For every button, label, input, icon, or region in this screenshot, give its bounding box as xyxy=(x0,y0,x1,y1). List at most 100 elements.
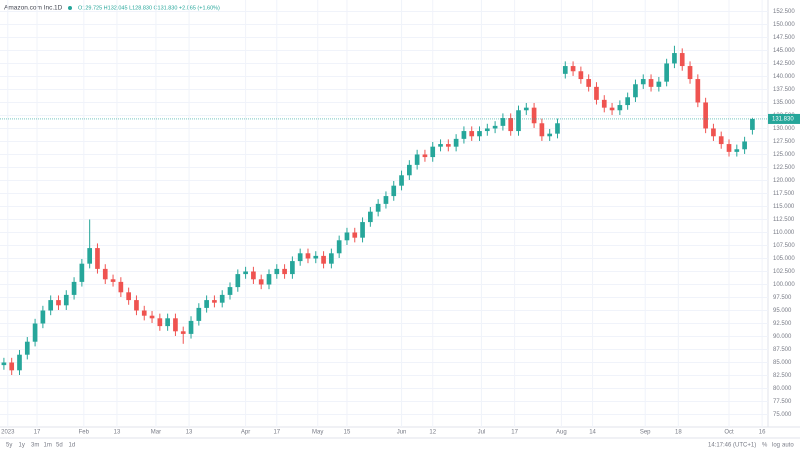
candle-body xyxy=(165,318,170,327)
candle-body xyxy=(110,279,116,282)
y-tick-label: 130.000 xyxy=(773,126,795,132)
status-dot xyxy=(68,6,72,10)
candle-body xyxy=(282,268,287,275)
candle-body xyxy=(508,118,514,132)
candle-body xyxy=(251,271,256,280)
candle-body xyxy=(196,307,202,321)
candle-body xyxy=(95,248,100,269)
candle-body xyxy=(391,185,397,197)
candle-body xyxy=(500,118,506,126)
y-tick-label: 135.000 xyxy=(773,100,795,106)
candle-body xyxy=(180,331,186,334)
candle-body xyxy=(484,128,490,132)
candle-body xyxy=(274,268,280,275)
range-button[interactable]: 5y xyxy=(6,443,12,449)
y-tick-label: 145.000 xyxy=(773,48,795,54)
candle-body xyxy=(414,154,420,165)
candle-body xyxy=(438,144,443,147)
candle-body xyxy=(617,105,623,111)
candle-body xyxy=(586,79,592,87)
candle-body xyxy=(352,232,358,238)
range-button[interactable]: 1m xyxy=(44,443,52,449)
x-tick-label: Jun xyxy=(397,430,407,436)
scale-option[interactable]: % xyxy=(762,443,768,449)
candle-body xyxy=(313,255,319,259)
y-tick-label: 137.500 xyxy=(773,87,795,93)
candle-body xyxy=(711,128,716,137)
x-tick-label: 17 xyxy=(511,430,518,436)
range-button[interactable]: 1y xyxy=(19,443,25,449)
candle-body xyxy=(157,318,163,327)
candle-body xyxy=(297,253,303,262)
x-tick-label: 14 xyxy=(589,430,596,436)
x-tick-label: 16 xyxy=(759,430,766,436)
x-tick-label: 13 xyxy=(114,430,121,436)
clock: 14:17:46 (UTC+1) xyxy=(708,443,756,449)
x-tick-label: May xyxy=(312,430,323,436)
x-tick-label: Apr xyxy=(241,430,250,436)
candle-body xyxy=(594,86,599,100)
y-tick-label: 127.500 xyxy=(773,139,795,145)
candle-body xyxy=(63,294,69,306)
candle-body xyxy=(531,107,537,124)
y-tick-label: 140.000 xyxy=(773,74,795,80)
candle-body xyxy=(56,300,61,306)
candle-body xyxy=(258,279,264,285)
y-tick-label: 100.000 xyxy=(773,282,795,288)
range-button[interactable]: 3m xyxy=(31,443,39,449)
x-tick-label: 2023 xyxy=(1,430,15,436)
x-tick-label: 13 xyxy=(186,430,193,436)
candle-body xyxy=(562,66,568,74)
candle-body xyxy=(453,138,459,147)
y-tick-label: 77.500 xyxy=(773,399,792,405)
y-tick-label: 75.000 xyxy=(773,412,792,418)
x-tick-label: Jul xyxy=(478,430,486,436)
candle-body xyxy=(477,131,482,137)
y-tick-label: 97.500 xyxy=(773,295,792,301)
candle-body xyxy=(219,294,225,303)
candle-body xyxy=(578,71,584,80)
last-price-badge xyxy=(768,113,800,124)
x-tick-label: 17 xyxy=(34,430,41,436)
candle-body xyxy=(126,292,131,301)
y-tick-label: 82.500 xyxy=(773,373,792,379)
y-tick-label: 80.000 xyxy=(773,386,792,392)
y-tick-label: 147.500 xyxy=(773,35,795,41)
candle-body xyxy=(407,164,412,176)
candle-body xyxy=(750,118,755,130)
range-button[interactable]: 5d xyxy=(56,443,63,449)
y-tick-label: 107.500 xyxy=(773,243,795,249)
candle-body xyxy=(422,154,428,158)
candle-body xyxy=(679,53,685,67)
candle-body xyxy=(461,131,467,139)
candle-body xyxy=(32,323,38,342)
x-tick-label: 15 xyxy=(344,430,351,436)
candle-body xyxy=(492,125,498,129)
y-tick-label: 150.000 xyxy=(773,22,795,28)
candle-body xyxy=(609,107,615,111)
candle-body xyxy=(48,300,54,311)
candle-body xyxy=(633,84,638,98)
candle-body xyxy=(601,99,607,108)
ohlc-readout: O129.725 H132.045 L128.830 C131.830 +2.0… xyxy=(78,5,220,11)
candle-body xyxy=(640,79,646,85)
x-tick-label: 12 xyxy=(429,430,436,436)
range-button[interactable]: 1d xyxy=(69,443,76,449)
y-tick-label: 110.000 xyxy=(773,230,795,236)
scale-option[interactable]: auto xyxy=(782,443,794,449)
interval: 1D xyxy=(54,5,63,12)
y-tick-label: 85.000 xyxy=(773,360,792,366)
candle-body xyxy=(227,287,233,295)
scale-option[interactable]: log xyxy=(772,443,780,449)
x-tick-label: Mar xyxy=(151,430,161,436)
x-tick-label: Oct xyxy=(724,430,734,436)
candle-body xyxy=(375,203,381,212)
candle-body xyxy=(718,136,724,145)
y-tick-label: 95.000 xyxy=(773,308,792,314)
y-tick-label: 117.500 xyxy=(773,191,795,197)
y-tick-label: 112.500 xyxy=(773,217,795,223)
candle-body xyxy=(9,362,15,371)
candle-body xyxy=(687,66,693,80)
y-tick-label: 90.000 xyxy=(773,334,792,340)
